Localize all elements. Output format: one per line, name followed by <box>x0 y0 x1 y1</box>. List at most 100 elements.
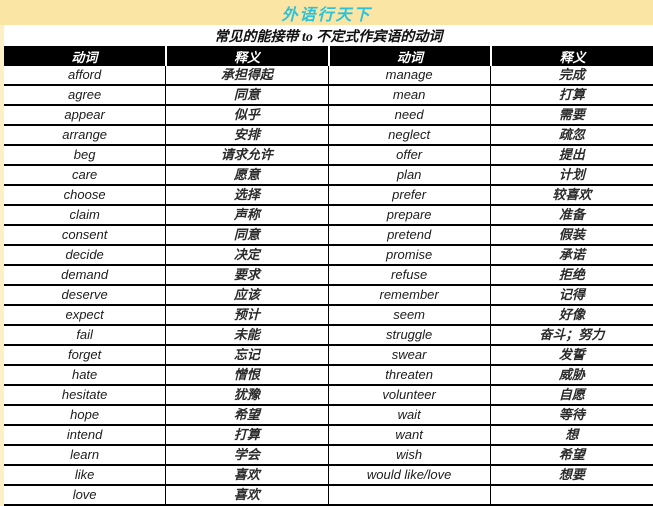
table-row: claim 声称 prepare 准备 <box>4 206 653 226</box>
verb-cell: offer <box>328 146 491 166</box>
table-body: afford 承担得起 manage 完成 agree 同意 mean 打算 appear 似乎 n… <box>4 66 653 506</box>
verb-cell: like <box>4 466 167 486</box>
table-row: hate 憎恨 threaten 威胁 <box>4 366 653 386</box>
table-row: decide 决定 promise 承诺 <box>4 246 653 266</box>
table-row: demand 要求 refuse 拒绝 <box>4 266 653 286</box>
meaning-cell: 选择 <box>166 186 329 206</box>
verb-cell: mean <box>328 86 491 106</box>
verb-cell: wish <box>328 446 491 466</box>
meaning-cell: 未能 <box>166 326 329 346</box>
table-row: choose 选择 prefer 较喜欢 <box>4 186 653 206</box>
meaning-cell: 喜欢 <box>166 466 329 486</box>
verb-cell: agree <box>4 86 167 106</box>
verb-cell: forget <box>4 346 167 366</box>
meaning-cell <box>490 486 653 506</box>
verb-cell: pretend <box>328 226 491 246</box>
verb-cell: need <box>328 106 491 126</box>
meaning-cell: 预计 <box>166 306 329 326</box>
table-row: expect 预计 seem 好像 <box>4 306 653 326</box>
verb-cell: manage <box>328 66 491 86</box>
verb-cell: fail <box>4 326 167 346</box>
table-row: forget 忘记 swear 发誓 <box>4 346 653 366</box>
meaning-cell: 想要 <box>490 466 653 486</box>
header-meaning-left: 释义 <box>166 46 328 66</box>
table-row: consent 同意 pretend 假装 <box>4 226 653 246</box>
meaning-cell: 犹豫 <box>166 386 329 406</box>
verb-cell: love <box>4 486 167 506</box>
header-verb-left: 动词 <box>4 46 165 66</box>
meaning-cell: 希望 <box>166 406 329 426</box>
verb-cell: deserve <box>4 286 167 306</box>
meaning-cell: 忘记 <box>166 346 329 366</box>
verb-cell: promise <box>328 246 491 266</box>
verbs-table: 动词 释义 动词 释义 afford 承担得起 manage 完成 agree 同意 mea… <box>4 46 653 506</box>
meaning-cell: 发誓 <box>490 346 653 366</box>
meaning-cell: 拒绝 <box>490 266 653 286</box>
verb-cell: hope <box>4 406 167 426</box>
table-row: afford 承担得起 manage 完成 <box>4 66 653 86</box>
verb-cell: afford <box>4 66 167 86</box>
verb-cell: appear <box>4 106 167 126</box>
table-row: hope 希望 wait 等待 <box>4 406 653 426</box>
meaning-cell: 学会 <box>166 446 329 466</box>
verb-cell: care <box>4 166 167 186</box>
verb-cell: prepare <box>328 206 491 226</box>
meaning-cell: 承担得起 <box>166 66 329 86</box>
verb-cell: arrange <box>4 126 167 146</box>
verb-cell: threaten <box>328 366 491 386</box>
meaning-cell: 要求 <box>166 266 329 286</box>
meaning-cell: 决定 <box>166 246 329 266</box>
meaning-cell: 同意 <box>166 86 329 106</box>
verb-cell: claim <box>4 206 167 226</box>
table-row: beg 请求允许 offer 提出 <box>4 146 653 166</box>
table-row: intend 打算 want 想 <box>4 426 653 446</box>
meaning-cell: 疏忽 <box>490 126 653 146</box>
meaning-cell: 完成 <box>490 66 653 86</box>
meaning-cell: 安排 <box>166 126 329 146</box>
meaning-cell: 计划 <box>490 166 653 186</box>
verb-cell: prefer <box>328 186 491 206</box>
verb-cell: would like/love <box>328 466 491 486</box>
verb-cell: demand <box>4 266 167 286</box>
verb-cell: consent <box>4 226 167 246</box>
meaning-cell: 自愿 <box>490 386 653 406</box>
verb-cell: refuse <box>328 266 491 286</box>
meaning-cell: 威胁 <box>490 366 653 386</box>
verb-cell: remember <box>328 286 491 306</box>
verb-cell: seem <box>328 306 491 326</box>
verb-cell: hesitate <box>4 386 167 406</box>
verb-cell: wait <box>328 406 491 426</box>
meaning-cell: 假装 <box>490 226 653 246</box>
verb-cell: learn <box>4 446 167 466</box>
table-row: appear 似乎 need 需要 <box>4 106 653 126</box>
verb-cell: neglect <box>328 126 491 146</box>
table-header-row: 动词 释义 动词 释义 <box>4 46 653 66</box>
meaning-cell: 承诺 <box>490 246 653 266</box>
table-row: deserve 应该 remember 记得 <box>4 286 653 306</box>
table-caption: 常见的能接带 to 不定式作宾语的动词 <box>214 29 443 45</box>
caption-band: 常见的能接带 to 不定式作宾语的动词 <box>4 25 653 46</box>
meaning-cell: 等待 <box>490 406 653 426</box>
meaning-cell: 憎恨 <box>166 366 329 386</box>
meaning-cell: 需要 <box>490 106 653 126</box>
meaning-cell: 应该 <box>166 286 329 306</box>
meaning-cell: 声称 <box>166 206 329 226</box>
meaning-cell: 打算 <box>490 86 653 106</box>
meaning-cell: 想 <box>490 426 653 446</box>
brand-banner: 外语行天下 <box>0 0 653 25</box>
meaning-cell: 好像 <box>490 306 653 326</box>
meaning-cell: 提出 <box>490 146 653 166</box>
header-verb-right: 动词 <box>329 46 491 66</box>
meaning-cell: 打算 <box>166 426 329 446</box>
meaning-cell: 较喜欢 <box>490 186 653 206</box>
verb-cell: volunteer <box>328 386 491 406</box>
meaning-cell: 喜欢 <box>166 486 329 506</box>
table-row: agree 同意 mean 打算 <box>4 86 653 106</box>
table-row: like 喜欢 would like/love 想要 <box>4 466 653 486</box>
meaning-cell: 似乎 <box>166 106 329 126</box>
verb-cell: intend <box>4 426 167 446</box>
verb-cell: choose <box>4 186 167 206</box>
table-row: arrange 安排 neglect 疏忽 <box>4 126 653 146</box>
brand-title: 外语行天下 <box>281 6 372 24</box>
